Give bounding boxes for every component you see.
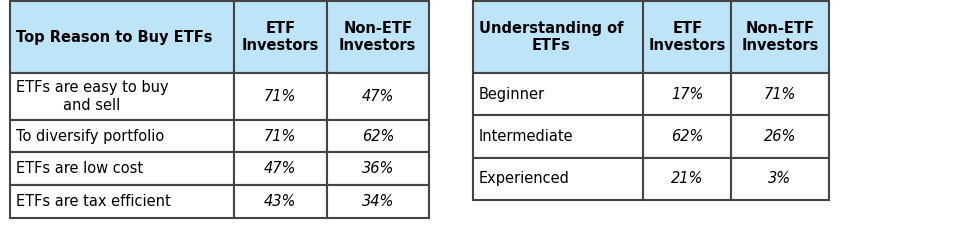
Text: 71%: 71% (264, 129, 296, 144)
Text: To diversify portfolio: To diversify portfolio (16, 129, 164, 144)
Bar (10, 185, 234, 218)
Bar (327, 1, 429, 73)
Text: ETFs are low cost: ETFs are low cost (16, 161, 142, 176)
Bar (644, 1, 731, 73)
Bar (10, 1, 234, 73)
Bar (234, 73, 327, 120)
Bar (10, 152, 234, 185)
Text: 62%: 62% (362, 129, 394, 144)
Text: 71%: 71% (763, 87, 797, 102)
Bar (473, 158, 644, 200)
Text: Intermediate: Intermediate (479, 129, 573, 144)
Bar (234, 1, 327, 73)
Text: Top Reason to Buy ETFs: Top Reason to Buy ETFs (16, 30, 213, 45)
Bar (327, 185, 429, 218)
Bar (731, 73, 829, 115)
Text: Non-ETF
Investors: Non-ETF Investors (741, 21, 819, 53)
Text: 36%: 36% (362, 161, 394, 176)
Bar (473, 73, 644, 115)
Text: 34%: 34% (362, 194, 394, 209)
Bar (10, 73, 234, 120)
Text: ETF
Investors: ETF Investors (648, 21, 726, 53)
Bar (644, 158, 731, 200)
Text: 43%: 43% (264, 194, 296, 209)
Bar (10, 120, 234, 152)
Text: Understanding of
ETFs: Understanding of ETFs (479, 21, 623, 53)
Bar (234, 152, 327, 185)
Text: 71%: 71% (264, 89, 296, 104)
Text: Non-ETF
Investors: Non-ETF Investors (339, 21, 416, 53)
Text: Beginner: Beginner (479, 87, 545, 102)
Bar (234, 120, 327, 152)
Bar (731, 158, 829, 200)
Text: 47%: 47% (264, 161, 296, 176)
Bar (731, 115, 829, 158)
Text: 3%: 3% (768, 171, 792, 186)
Text: ETFs are tax efficient: ETFs are tax efficient (16, 194, 171, 209)
Bar (644, 73, 731, 115)
Bar (644, 115, 731, 158)
Bar (327, 120, 429, 152)
Bar (327, 73, 429, 120)
Text: 26%: 26% (763, 129, 797, 144)
Text: Experienced: Experienced (479, 171, 569, 186)
Bar (473, 1, 644, 73)
Bar (327, 152, 429, 185)
Bar (234, 185, 327, 218)
Text: 47%: 47% (362, 89, 394, 104)
Text: ETFs are easy to buy
and sell: ETFs are easy to buy and sell (16, 80, 169, 113)
Bar (473, 115, 644, 158)
Text: 21%: 21% (671, 171, 704, 186)
Text: ETF
Investors: ETF Investors (242, 21, 319, 53)
Bar (731, 1, 829, 73)
Text: 62%: 62% (671, 129, 704, 144)
Text: 17%: 17% (671, 87, 704, 102)
